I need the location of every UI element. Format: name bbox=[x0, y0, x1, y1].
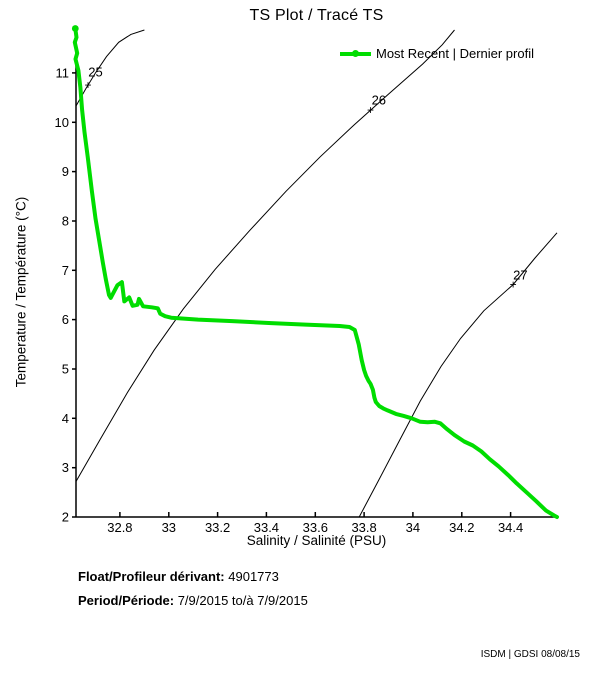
profile-line bbox=[72, 26, 559, 519]
isopycnal-plus-25: + bbox=[84, 78, 91, 92]
float-annotation: Float/Profileur dérivant: 4901773 bbox=[78, 569, 279, 584]
x-tick-label: 34 bbox=[406, 520, 420, 535]
y-tick-label: 6 bbox=[62, 312, 69, 327]
period-annotation-label: Period/Période: bbox=[78, 593, 175, 608]
legend-marker-dot bbox=[352, 50, 359, 57]
legend: Most Recent | Dernier profil bbox=[340, 46, 534, 61]
y-tick-label: 9 bbox=[62, 164, 69, 179]
y-tick-label: 3 bbox=[62, 460, 69, 475]
legend-line-sample bbox=[340, 50, 371, 57]
legend-label: Most Recent | Dernier profil bbox=[376, 46, 534, 61]
x-tick-label: 33.2 bbox=[205, 520, 230, 535]
x-tick-label: 33.4 bbox=[254, 520, 279, 535]
float-annotation-label: Float/Profileur dérivant: bbox=[78, 569, 225, 584]
isopycnal-line-27 bbox=[358, 232, 558, 518]
x-axis-label: Salinity / Salinité (PSU) bbox=[246, 533, 387, 548]
y-tick-label: 5 bbox=[62, 362, 69, 377]
x-tick-label: 33 bbox=[162, 520, 176, 535]
x-tick-label: 34.2 bbox=[449, 520, 474, 535]
x-tick-label: 32.8 bbox=[107, 520, 132, 535]
y-tick-label: 4 bbox=[62, 411, 69, 426]
profile-start-marker bbox=[71, 25, 79, 32]
y-tick-label: 2 bbox=[62, 510, 69, 525]
x-tick-label: 34.4 bbox=[498, 520, 523, 535]
credit-text: ISDM | GDSI 08/08/15 bbox=[480, 649, 580, 660]
isopycnal-label-25: 25 bbox=[88, 64, 102, 79]
y-tick-label: 10 bbox=[55, 115, 69, 130]
isopycnal-plus-26: + bbox=[367, 103, 374, 117]
x-tick-label: 33.6 bbox=[303, 520, 328, 535]
x-tick-label: 33.8 bbox=[351, 520, 376, 535]
isopycnal-label-27: 27 bbox=[513, 268, 527, 283]
isopycnal-line-25 bbox=[75, 29, 145, 107]
isopycnal-line-26 bbox=[75, 29, 455, 482]
y-tick-label: 11 bbox=[56, 65, 70, 80]
isopycnal-label-26: 26 bbox=[372, 93, 386, 108]
float-annotation-value: 4901773 bbox=[228, 569, 279, 584]
y-tick-label: 7 bbox=[62, 263, 69, 278]
y-tick-label: 8 bbox=[62, 214, 69, 229]
plot-title: TS Plot / Tracé TS bbox=[249, 7, 384, 24]
isopycnal-plus-27: + bbox=[510, 278, 517, 292]
period-annotation-value: 7/9/2015 to/à 7/9/2015 bbox=[177, 593, 308, 608]
period-annotation: Period/Période: 7/9/2015 to/à 7/9/2015 bbox=[78, 593, 308, 608]
